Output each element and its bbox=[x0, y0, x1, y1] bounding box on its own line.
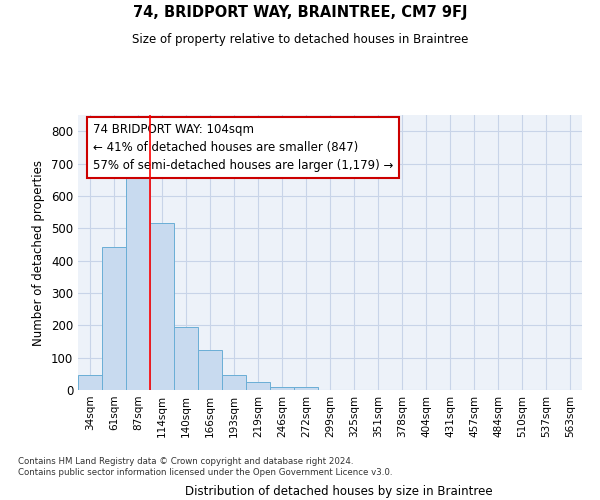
Bar bbox=[150, 224, 174, 390]
Bar bbox=[198, 350, 222, 390]
Bar bbox=[270, 387, 294, 390]
Bar bbox=[78, 375, 102, 390]
Bar bbox=[246, 382, 270, 390]
Text: 74, BRIDPORT WAY, BRAINTREE, CM7 9FJ: 74, BRIDPORT WAY, BRAINTREE, CM7 9FJ bbox=[133, 5, 467, 20]
Bar bbox=[294, 387, 318, 390]
Bar bbox=[102, 246, 126, 390]
Text: Size of property relative to detached houses in Braintree: Size of property relative to detached ho… bbox=[132, 32, 468, 46]
Text: 74 BRIDPORT WAY: 104sqm
← 41% of detached houses are smaller (847)
57% of semi-d: 74 BRIDPORT WAY: 104sqm ← 41% of detache… bbox=[93, 123, 394, 172]
Text: Contains HM Land Registry data © Crown copyright and database right 2024.
Contai: Contains HM Land Registry data © Crown c… bbox=[18, 458, 392, 477]
Bar bbox=[174, 327, 198, 390]
Y-axis label: Number of detached properties: Number of detached properties bbox=[32, 160, 46, 346]
Bar bbox=[222, 375, 246, 390]
Bar bbox=[126, 178, 150, 390]
Text: Distribution of detached houses by size in Braintree: Distribution of detached houses by size … bbox=[185, 484, 493, 498]
